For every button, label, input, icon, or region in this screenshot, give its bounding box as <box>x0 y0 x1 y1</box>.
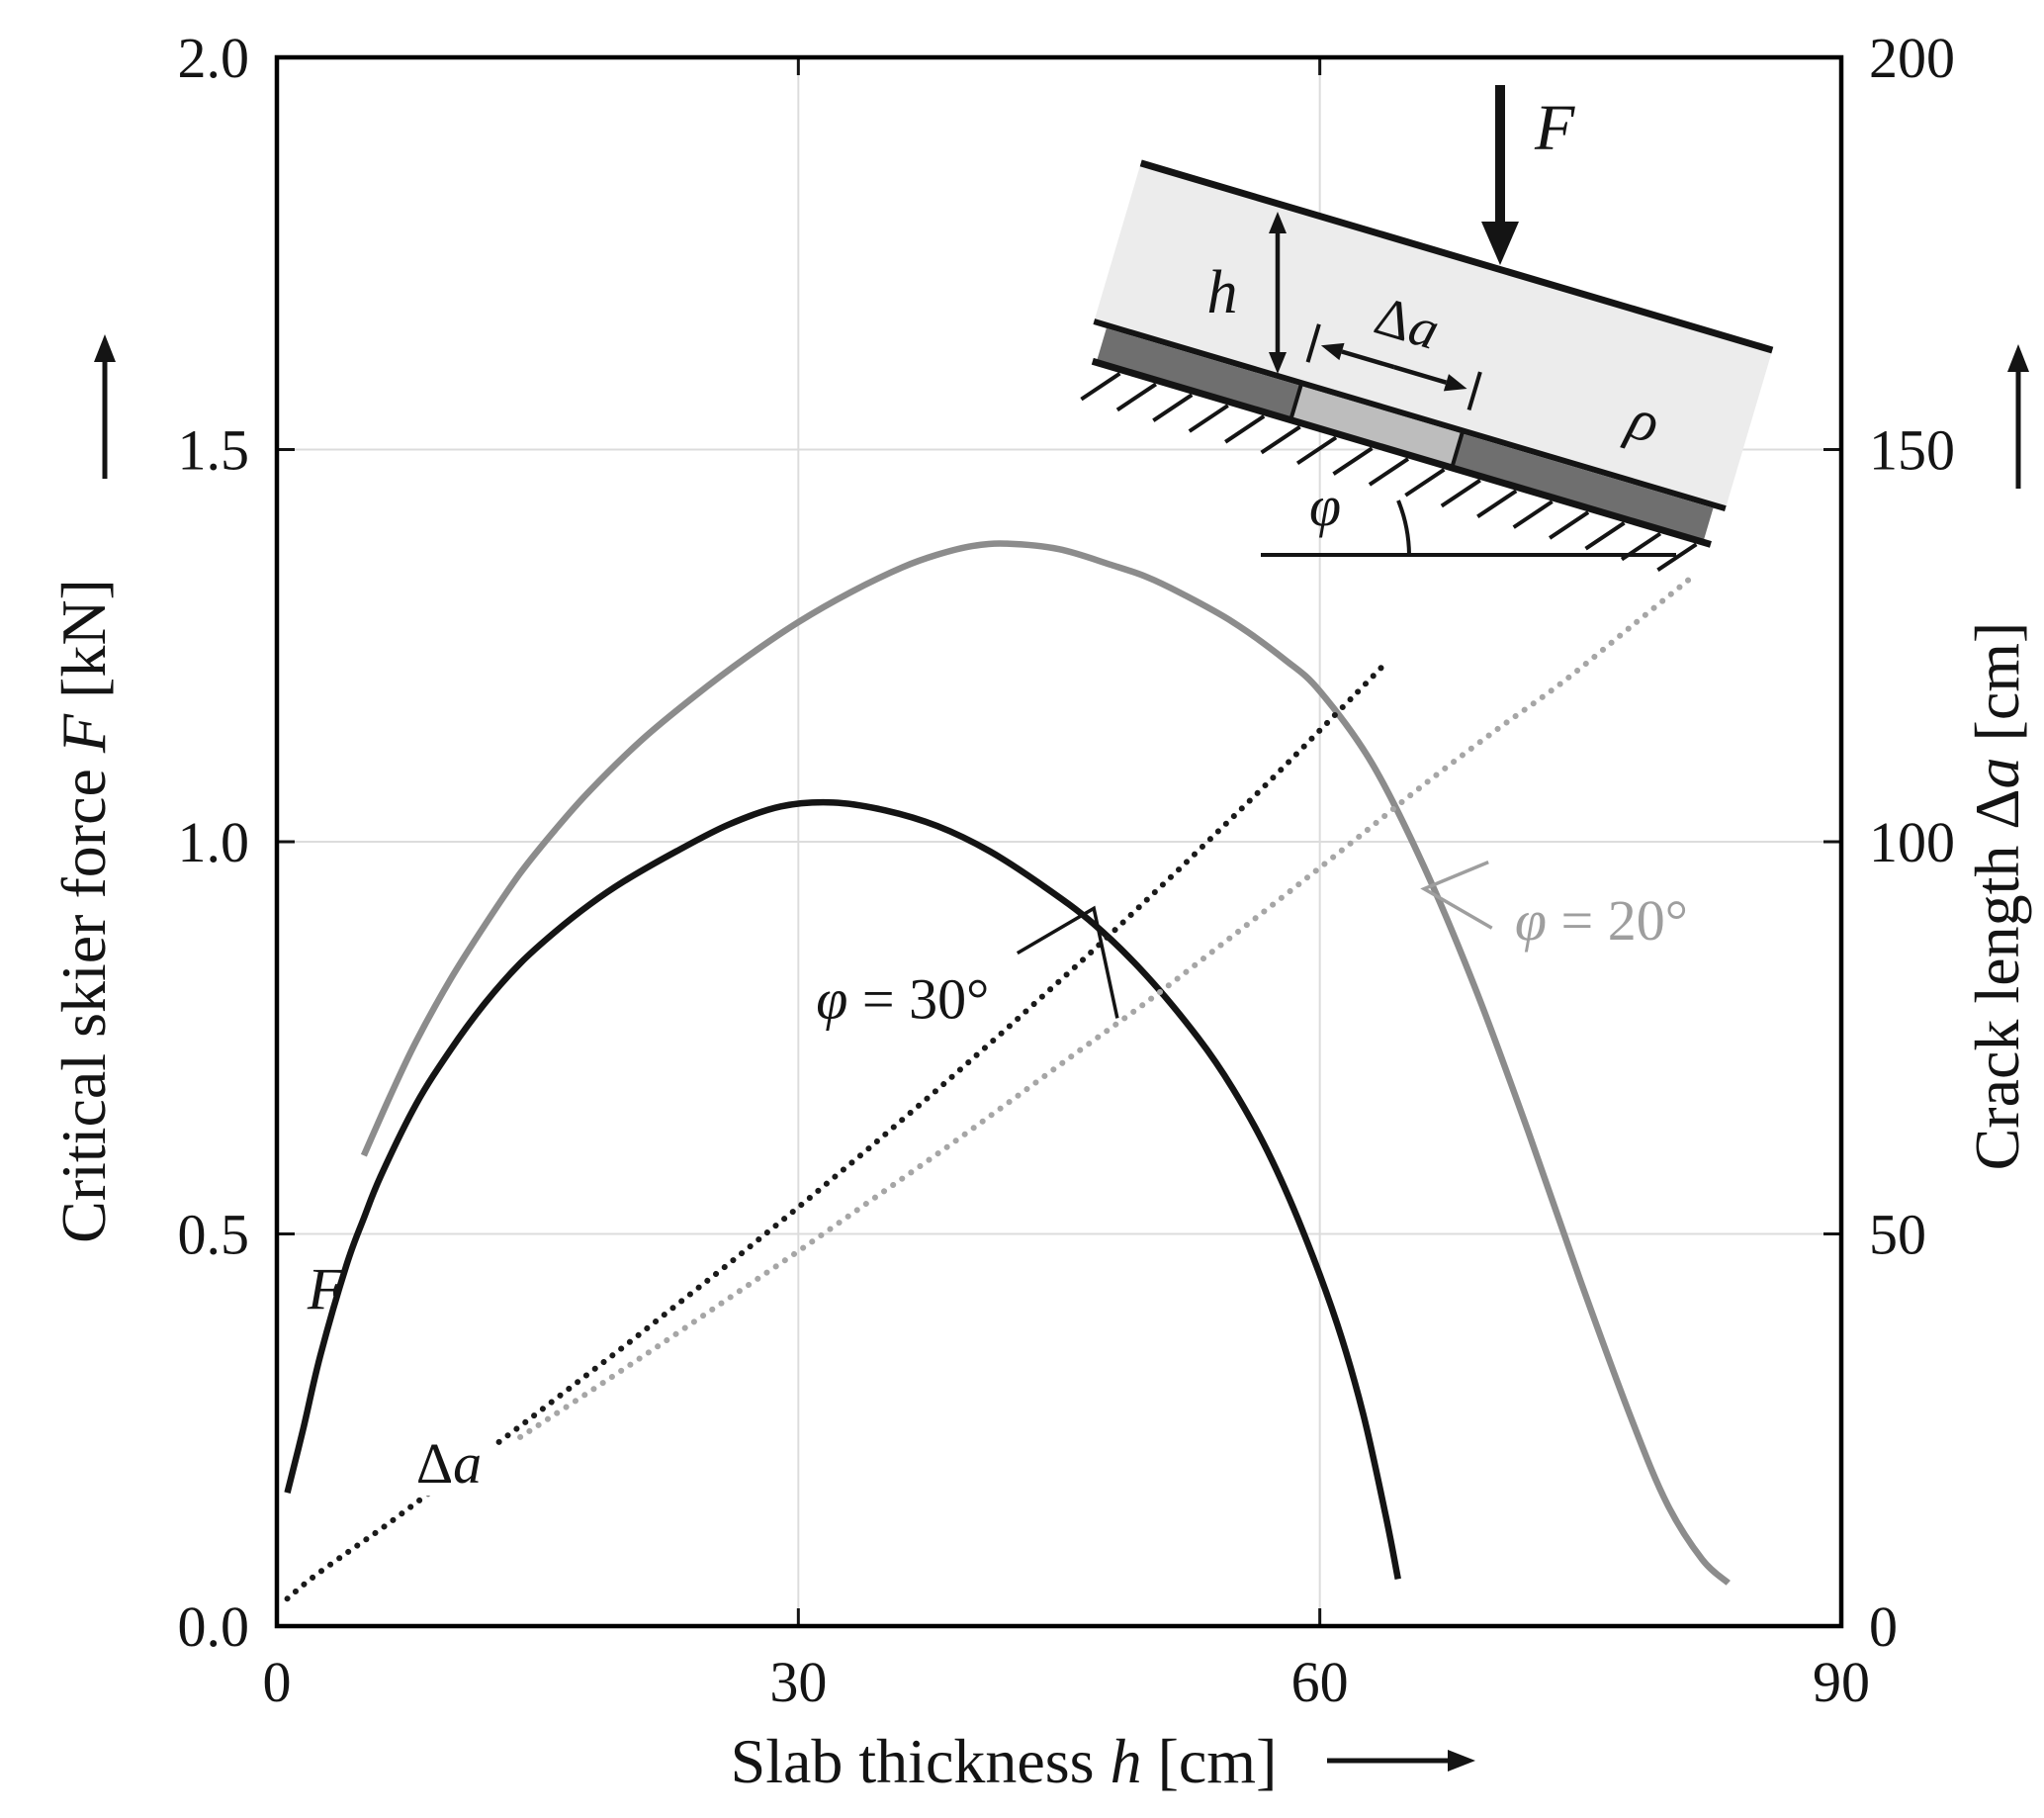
y-axis-title-left: Critical skier force F [kN] <box>48 579 119 1243</box>
y-axis-arrow-right <box>2007 344 2029 489</box>
label-f: F <box>307 1256 345 1321</box>
curve-crack-phi20 <box>517 573 1697 1440</box>
x-tick-label: 30 <box>769 1650 827 1714</box>
y-tick-label-right: 50 <box>1869 1203 1926 1267</box>
hatch-mark <box>1440 478 1481 508</box>
hatch-mark <box>1584 521 1626 551</box>
inset-thickness-arrow-up <box>1269 212 1287 293</box>
x-tick-label: 90 <box>1813 1650 1870 1714</box>
label-delta-a: Δa <box>416 1431 482 1496</box>
hatch-mark <box>1152 393 1194 422</box>
plot-frame <box>274 54 1844 1629</box>
hatch-mark <box>1115 382 1157 412</box>
y-axis-title-right: Crack length Δa [cm] <box>1962 622 2032 1171</box>
inset-slab <box>1094 162 1773 509</box>
inset-slab-bottom-edge <box>1093 318 1727 512</box>
inset-crack-segment <box>1290 386 1463 466</box>
label-phi-30: φ = 30° <box>816 966 989 1031</box>
hatch-mark <box>1080 371 1121 402</box>
x-tick-label: 0 <box>263 1650 292 1714</box>
inset-crack-tick-left <box>1305 323 1321 363</box>
hatch-mark <box>1368 457 1410 487</box>
inset-thickness-label: h <box>1207 259 1238 326</box>
hatch-mark <box>1476 489 1518 518</box>
y-tick-label-left: 2.0 <box>178 26 250 90</box>
inset-crack-left-edge <box>1289 382 1304 421</box>
inset-force-label: F <box>1534 92 1575 164</box>
inset-crack-arrow-right <box>1393 364 1467 392</box>
curve-force-phi20 <box>360 540 1731 1586</box>
y-tick-label-right: 0 <box>1869 1594 1898 1659</box>
label-delta-a-background <box>402 1429 495 1497</box>
hatch-mark <box>1656 542 1698 572</box>
y-tick-label-left: 1.5 <box>178 418 250 483</box>
inset-crack-arrow-left <box>1320 342 1395 370</box>
inset-thickness-arrow-down <box>1269 293 1287 374</box>
hatch-mark <box>1512 500 1554 529</box>
y-tick-label-left: 0.0 <box>178 1594 250 1659</box>
inset-slab-top-edge <box>1139 159 1774 354</box>
hatch-mark <box>1404 468 1446 498</box>
inset-angle-label: φ <box>1309 474 1341 538</box>
inset-angle-arc <box>1396 500 1411 556</box>
y-tick-label-right: 100 <box>1869 810 1955 874</box>
inset-base-line <box>1091 357 1712 548</box>
inset-slab-group: Δaρ <box>1080 159 1774 572</box>
y-tick-label-right: 150 <box>1869 418 1955 483</box>
axis-tick-marks <box>277 57 1841 1626</box>
inset-crack-right-edge <box>1450 429 1466 469</box>
skier-force-crack-length-figure: 0 30 60 90 0.0 0.5 1.0 1.5 2.0 0 50 100 150 200 F Δa φ =… <box>40 16 2044 1802</box>
label-phi-20: φ = 20° <box>1515 888 1688 953</box>
hatch-mark <box>1295 435 1338 466</box>
y-tick-label-right: 200 <box>1869 26 1955 90</box>
y-tick-label-left: 1.0 <box>178 810 250 874</box>
inset-force-arrow <box>1481 85 1519 265</box>
tick-labels: 0 30 60 90 0.0 0.5 1.0 1.5 2.0 0 50 100 150 200 <box>178 26 1956 1714</box>
leader-phi-30 <box>1016 905 1119 1019</box>
hatch-mark <box>1260 424 1301 455</box>
curve-crack-phi30 <box>284 660 1389 1602</box>
leader-phi-20 <box>1420 861 1493 930</box>
inset-crack-tick-right <box>1466 371 1482 410</box>
hatch-mark <box>1188 404 1229 433</box>
y-axis-arrow-left <box>94 334 116 479</box>
x-tick-label: 60 <box>1291 1650 1349 1714</box>
x-axis-arrow <box>1327 1750 1475 1772</box>
figure-background <box>40 16 2044 1802</box>
hatch-mark <box>1224 414 1266 444</box>
y-tick-label-left: 0.5 <box>178 1203 250 1267</box>
x-axis-title: Slab thickness h [cm] <box>731 1726 1278 1796</box>
hatch-mark <box>1332 446 1374 476</box>
hatch-mark <box>1548 510 1590 540</box>
chart-svg: 0 30 60 90 0.0 0.5 1.0 1.5 2.0 0 50 100 150 200 F Δa φ =… <box>40 16 2044 1802</box>
curve-force-phi30 <box>284 798 1401 1581</box>
